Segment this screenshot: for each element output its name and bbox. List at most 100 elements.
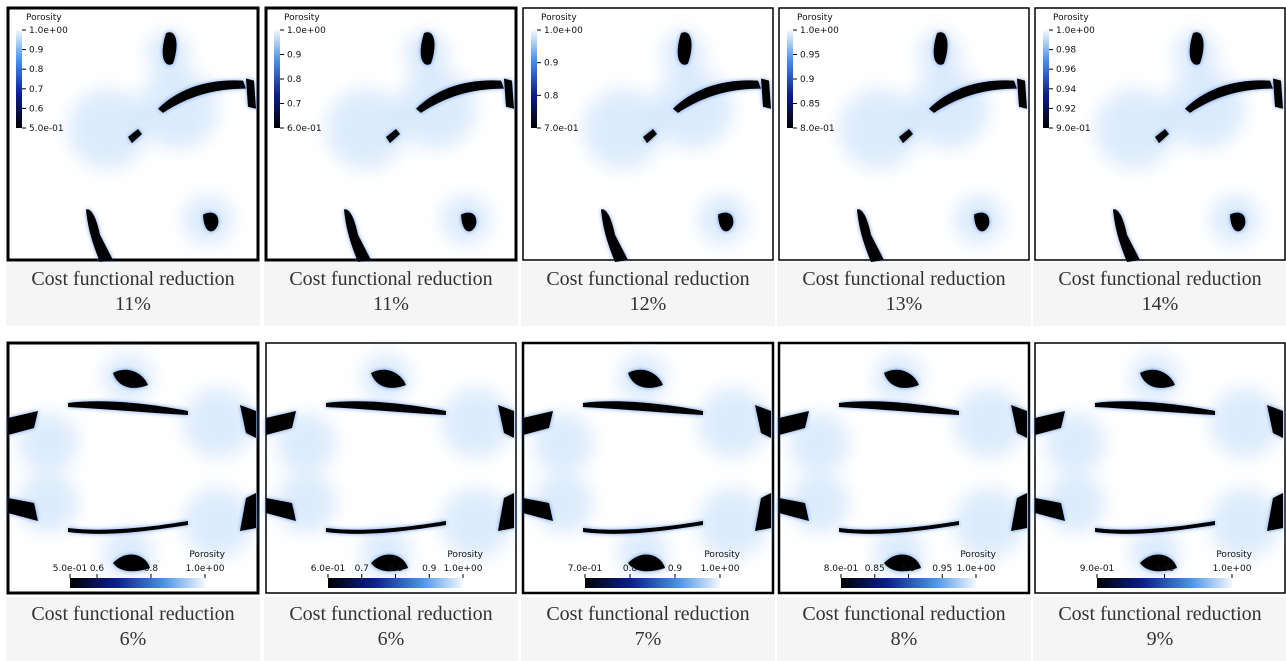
colorbar-tick-label: 8.0e-01 bbox=[800, 124, 835, 134]
low-porosity-glow bbox=[698, 488, 768, 558]
caption-label: Cost functional reduction bbox=[31, 268, 234, 290]
solid-region bbox=[523, 411, 553, 435]
solid-region bbox=[628, 369, 663, 388]
colorbar-tick-label: 1.0e+00 bbox=[29, 26, 68, 36]
colorbar bbox=[328, 578, 463, 588]
caption-value: 12% bbox=[630, 293, 667, 315]
low-porosity-glow bbox=[583, 88, 663, 170]
colorbar-title: Porosity bbox=[189, 550, 225, 560]
solid-region bbox=[1011, 405, 1027, 438]
low-porosity-glow bbox=[698, 388, 768, 458]
solid-region bbox=[128, 128, 142, 144]
solid-region bbox=[628, 554, 665, 572]
colorbar-tick-label: 0.9 bbox=[800, 75, 815, 85]
low-porosity-glow bbox=[138, 68, 218, 150]
low-porosity-glow bbox=[68, 88, 148, 170]
solid-region bbox=[601, 209, 628, 263]
low-porosity-glow bbox=[1095, 88, 1175, 170]
solid-region bbox=[504, 78, 514, 109]
colorbar-tick-label: 0.95 bbox=[800, 51, 820, 61]
solid-region bbox=[899, 128, 913, 144]
solid-region bbox=[203, 212, 219, 232]
colorbar-tick-label: 0.85 bbox=[865, 564, 885, 574]
solid-region bbox=[1113, 209, 1140, 263]
low-porosity-glow bbox=[1165, 68, 1245, 150]
solid-region bbox=[839, 521, 959, 534]
colorbar-tick-label: 0.6 bbox=[90, 564, 105, 574]
colorbar-title: Porosity bbox=[1053, 13, 1089, 23]
solid-region bbox=[8, 411, 38, 435]
solid-region bbox=[779, 498, 809, 521]
porosity-field bbox=[583, 31, 771, 263]
solid-region bbox=[266, 411, 296, 435]
colorbar bbox=[70, 578, 205, 588]
solid-region bbox=[371, 554, 408, 572]
colorbar-tick-label: 0.8 bbox=[623, 564, 638, 574]
solid-region bbox=[498, 405, 514, 438]
colorbar-title: Porosity bbox=[704, 550, 740, 560]
solid-region bbox=[929, 80, 1017, 113]
colorbar-title: Porosity bbox=[1216, 550, 1252, 560]
colorbar-tick-label: 0.7 bbox=[355, 564, 369, 574]
solid-region bbox=[113, 554, 150, 572]
low-porosity-glow bbox=[183, 488, 253, 558]
caption-box bbox=[777, 262, 1031, 326]
colorbar-title: Porosity bbox=[284, 13, 320, 23]
colorbar-tick-label: 7.0e-01 bbox=[544, 124, 579, 134]
solid-region bbox=[761, 78, 771, 109]
caption-label: Cost functional reduction bbox=[289, 603, 492, 625]
solid-region bbox=[266, 498, 296, 521]
caption-value: 8% bbox=[891, 628, 918, 650]
porosity-field bbox=[779, 353, 1027, 578]
caption-box bbox=[1033, 262, 1286, 326]
solid-region bbox=[523, 498, 553, 521]
solid-region bbox=[1035, 411, 1065, 435]
solid-region bbox=[1230, 212, 1246, 232]
solid-region bbox=[1140, 554, 1177, 572]
colorbar bbox=[585, 578, 720, 588]
solid-region bbox=[240, 405, 256, 438]
porosity-field bbox=[1035, 353, 1283, 578]
caption-value: 6% bbox=[378, 628, 405, 650]
panel: Porosity 9.0e-01 0.95 1.0e+00 Cost functiona… bbox=[1033, 342, 1286, 661]
caption-label: Cost functional reduction bbox=[546, 268, 749, 290]
solid-region bbox=[68, 521, 188, 534]
solid-region bbox=[420, 32, 435, 65]
colorbar bbox=[1043, 30, 1049, 128]
solid-region bbox=[498, 493, 514, 531]
colorbar-tick-label: 0.95 bbox=[932, 564, 952, 574]
solid-region bbox=[158, 80, 246, 113]
panel: Porosity 5.0e-01 0.6 0.8 1.0e+00 Cost functio… bbox=[6, 341, 260, 661]
colorbar-tick-label: 1.0e+00 bbox=[544, 26, 583, 36]
low-porosity-glow bbox=[441, 388, 511, 458]
solid-region bbox=[416, 80, 504, 113]
colorbar-tick-label: 8.0e-01 bbox=[824, 564, 859, 574]
colorbar-tick-label: 0.8 bbox=[29, 65, 44, 75]
solid-region bbox=[1155, 128, 1169, 144]
caption-label: Cost functional reduction bbox=[31, 603, 234, 625]
low-porosity-glow bbox=[1210, 388, 1280, 458]
colorbar-tick-label: 0.94 bbox=[1056, 85, 1076, 95]
solid-region bbox=[755, 405, 771, 438]
panel: Porosity 1.0e+00 0.9 0.8 0.7 6.0e-01 Cost func… bbox=[264, 6, 518, 326]
solid-region bbox=[1017, 78, 1027, 109]
low-porosity-glow bbox=[326, 88, 406, 170]
colorbar bbox=[841, 578, 976, 588]
solid-region bbox=[344, 209, 371, 263]
solid-region bbox=[779, 411, 809, 435]
colorbar-tick-label: 0.8 bbox=[544, 91, 559, 101]
caption-value: 13% bbox=[886, 293, 923, 315]
solid-region bbox=[857, 209, 884, 263]
solid-region bbox=[933, 32, 948, 65]
caption-value: 7% bbox=[635, 628, 662, 650]
panel: Porosity 7.0e-01 0.8 0.9 1.0e+00 Cost functio… bbox=[521, 341, 775, 661]
colorbar-tick-label: 1.0e+00 bbox=[1213, 564, 1252, 574]
colorbar-tick-label: 7.0e-01 bbox=[568, 564, 603, 574]
colorbar-tick-label: 6.0e-01 bbox=[311, 564, 346, 574]
low-porosity-glow bbox=[441, 488, 511, 558]
colorbar-tick-label: 0.85 bbox=[800, 100, 820, 110]
caption-box bbox=[6, 597, 260, 661]
porosity-field bbox=[523, 353, 771, 578]
